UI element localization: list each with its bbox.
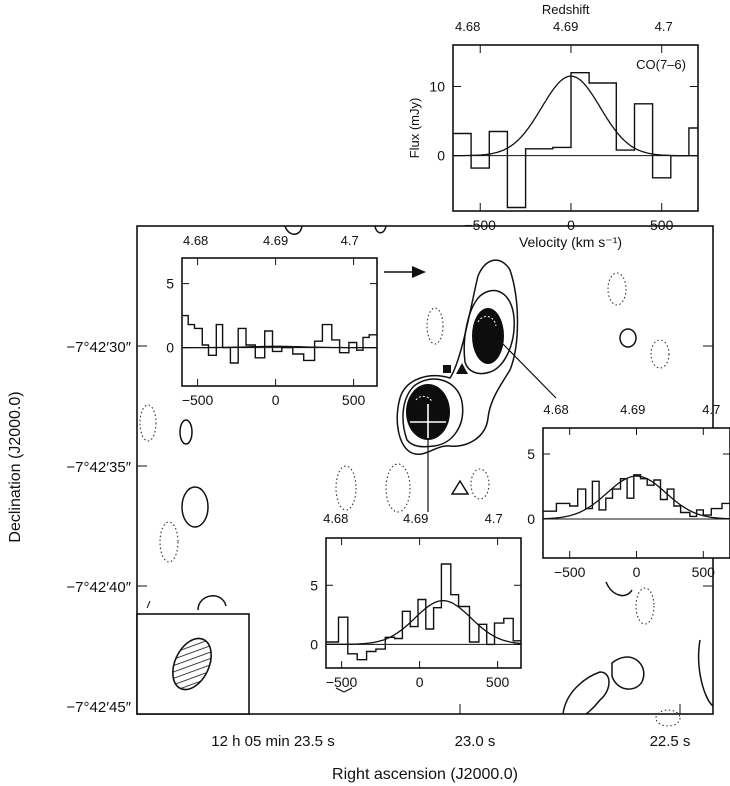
dec-tick-labels: −7°42′30″ −7°42′35″ −7°42′40″ −7°42′45″ xyxy=(66,339,131,716)
south_component-redshift-tick-label: 4.69 xyxy=(403,511,428,526)
co76-redshift-tick-label: 4.68 xyxy=(455,19,480,34)
co76-ytick-label: 10 xyxy=(429,79,445,95)
co76-inset: −500 0 500 0 10 4.68 4.69 4.7 Redshift CO(7–6) Vel… xyxy=(407,2,699,250)
negative-contours xyxy=(139,272,681,727)
arrow-head xyxy=(412,266,426,278)
dec-tick-label: −7°42′45″ xyxy=(66,699,131,716)
beam-box xyxy=(136,613,250,715)
east_component-ytick-label: 5 xyxy=(527,446,535,462)
ra-tick-label: 22.5 s xyxy=(650,733,691,750)
east_component-frame xyxy=(542,427,730,559)
co76-top-axis-label: Redshift xyxy=(542,2,590,17)
ra-tick-label: 23.0 s xyxy=(455,733,496,750)
leader-lines xyxy=(146,266,557,693)
map-x-axis-label: Right ascension (J2000.0) xyxy=(332,766,518,783)
co76-spectrum xyxy=(453,72,698,209)
co76-redshift-tick-label: 4.69 xyxy=(553,19,578,34)
east_component-gaussian-fit xyxy=(543,475,730,520)
east_component-redshift-tick-label: 4.7 xyxy=(702,402,720,417)
north_component-redshift-tick-label: 4.69 xyxy=(263,233,288,248)
south_component-redshift-tick-label: 4.7 xyxy=(485,511,503,526)
south_component-inset: −500 0 500 0 5 4.68 4.69 4.7 xyxy=(310,511,522,690)
north_component-spectrum xyxy=(182,314,377,364)
co76-xtick-label: 0 xyxy=(567,217,575,233)
north_component-inset: −500 0 500 0 5 4.68 4.69 4.7 xyxy=(166,233,378,408)
east_component-xtick-label: 0 xyxy=(633,564,641,580)
north_component-ytick-label: 5 xyxy=(166,276,174,292)
co76-xtick-label: 500 xyxy=(650,217,674,233)
north_component-frame xyxy=(181,257,378,387)
south_component-xtick-label: −500 xyxy=(326,674,358,690)
north_component-redshift-tick-label: 4.7 xyxy=(341,233,359,248)
source-contours xyxy=(396,259,519,495)
south_component-gaussian-fit xyxy=(326,599,521,646)
co76-ytick-label: 0 xyxy=(437,148,445,164)
east_component-redshift-tick-label: 4.68 xyxy=(543,402,568,417)
beam-ellipse xyxy=(172,637,212,691)
co76-redshift-tick-label: 4.7 xyxy=(655,19,673,34)
south_component-ytick-label: 0 xyxy=(310,636,318,652)
filled-triangle-marker xyxy=(456,363,468,374)
dec-tick-label: −7°42′35″ xyxy=(66,459,131,476)
map-y-axis-label: Declination (J2000.0) xyxy=(7,391,24,542)
north_component-xtick-label: 0 xyxy=(272,392,280,408)
south_component-redshift-tick-label: 4.68 xyxy=(323,511,348,526)
north_component-gaussian-fit xyxy=(182,345,377,349)
south_component-spectrum xyxy=(326,563,521,661)
positive-contours xyxy=(179,225,714,715)
square-marker xyxy=(443,365,451,373)
dec-tick-label: −7°42′30″ xyxy=(66,339,131,356)
east_component-ytick-label: 0 xyxy=(527,511,535,527)
north_component-xtick-label: 500 xyxy=(342,392,366,408)
east_component-inset: −500 0 500 0 5 4.68 4.69 4.7 xyxy=(527,402,730,580)
north_component-redshift-tick-label: 4.68 xyxy=(183,233,208,248)
ra-tick-label: 12 h 05 min 23.5 s xyxy=(211,733,334,750)
co76-title: CO(7–6) xyxy=(636,57,686,72)
co76-y-axis-label: Flux (mJy) xyxy=(407,98,422,159)
co76-gaussian-fit xyxy=(453,75,698,157)
east_component-xtick-label: −500 xyxy=(554,564,586,580)
north_component-xtick-label: −500 xyxy=(182,392,214,408)
open-triangle-marker xyxy=(450,479,470,495)
dec-tick-label: −7°42′40″ xyxy=(66,579,131,596)
east_component-redshift-tick-label: 4.69 xyxy=(620,402,645,417)
south_component-frame xyxy=(325,537,522,669)
north-component-core xyxy=(472,308,504,364)
south_component-xtick-label: 0 xyxy=(416,674,424,690)
ra-tick-labels: 12 h 05 min 23.5 s 23.0 s 22.5 s xyxy=(211,733,690,750)
co76-x-axis-label: Velocity (km s⁻¹) xyxy=(519,234,622,250)
south_component-xtick-label: 500 xyxy=(486,674,510,690)
north_component-ytick-label: 0 xyxy=(166,340,174,356)
east_component-xtick-label: 500 xyxy=(692,564,716,580)
south_component-ytick-label: 5 xyxy=(310,577,318,593)
co76-xtick-label: −500 xyxy=(464,217,496,233)
